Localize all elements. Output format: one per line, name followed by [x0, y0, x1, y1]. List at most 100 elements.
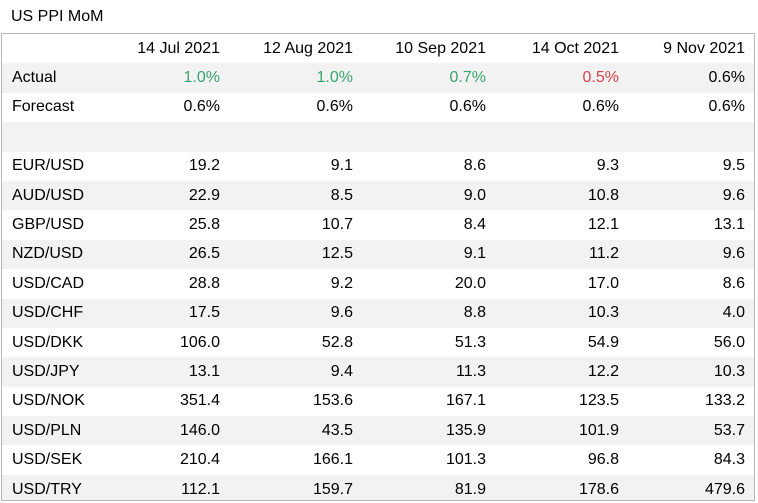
pair-value: 146.0 — [99, 416, 229, 446]
forecast-row: Forecast 0.6% 0.6% 0.6% 0.6% 0.6% — [2, 93, 754, 122]
actual-value: 0.6% — [628, 63, 754, 93]
actual-value: 1.0% — [229, 63, 362, 93]
pair-value: 96.8 — [587, 451, 619, 469]
table-row: USD/DKK 106.0 52.8 51.3 54.9 56.0 — [2, 328, 754, 357]
date-header: 14 Jul 2021 — [137, 39, 220, 57]
spacer-cell — [362, 122, 495, 152]
table-row: USD/NOK 351.4 153.6 167.1 123.5 133.2 — [2, 387, 754, 416]
pair-label: USD/SEK — [12, 451, 83, 469]
pair-value: 153.6 — [312, 392, 353, 410]
header-row: 14 Jul 2021 12 Aug 2021 10 Sep 2021 14 O… — [2, 34, 754, 63]
table-row: NZD/USD 26.5 12.5 9.1 11.2 9.6 — [2, 239, 754, 270]
pair-value: 9.1 — [362, 239, 495, 270]
pair-value: 167.1 — [445, 392, 486, 410]
pair-value: 52.8 — [321, 333, 353, 351]
pair-value: 9.6 — [628, 239, 754, 270]
row-label: Actual — [2, 63, 99, 93]
pair-value: 9.2 — [330, 274, 353, 292]
pair-value: 10.8 — [495, 180, 628, 211]
pair-value: 10.3 — [628, 357, 754, 387]
pair-value: 9.3 — [596, 157, 619, 175]
table-row: USD/JPY 13.1 9.4 11.3 12.2 10.3 — [2, 357, 754, 387]
table-row: GBP/USD 25.8 10.7 8.4 12.1 13.1 — [2, 210, 754, 239]
pair-value: 12.2 — [495, 357, 628, 387]
pair-value: 84.3 — [713, 451, 745, 469]
pair-value: 54.9 — [587, 333, 619, 351]
forecast-value: 0.6% — [449, 98, 486, 116]
actual-value: 1.0% — [99, 63, 229, 93]
spacer-cell — [99, 122, 229, 152]
table-row: EUR/USD 19.2 9.1 8.6 9.3 9.5 — [2, 152, 754, 181]
pair-label: GBP/USD — [12, 216, 85, 234]
pair-value: 351.4 — [179, 392, 220, 410]
spacer-cell — [495, 122, 628, 152]
pair-value: 8.4 — [463, 216, 486, 234]
table-row: USD/CHF 17.5 9.6 8.8 10.3 4.0 — [2, 298, 754, 328]
table-title: US PPI MoM — [11, 8, 104, 25]
pair-label: NZD/USD — [2, 239, 99, 270]
data-table: 14 Jul 2021 12 Aug 2021 10 Sep 2021 14 O… — [2, 34, 754, 500]
pair-value: 112.1 — [99, 474, 229, 500]
corner-cell — [2, 34, 99, 63]
pair-value: 20.0 — [454, 274, 486, 292]
pair-label: USD/TRY — [2, 474, 99, 500]
table-row: AUD/USD 22.9 8.5 9.0 10.8 9.6 — [2, 180, 754, 211]
pair-value: 22.9 — [99, 180, 229, 211]
table-row: USD/PLN 146.0 43.5 135.9 101.9 53.7 — [2, 416, 754, 446]
forecast-value: 0.6% — [316, 98, 353, 116]
pair-value: 8.6 — [463, 157, 486, 175]
pair-value: 9.0 — [362, 180, 495, 211]
spacer-row — [2, 122, 754, 152]
pair-value: 26.5 — [99, 239, 229, 270]
pair-value: 17.5 — [99, 298, 229, 328]
pair-value: 8.6 — [722, 274, 745, 292]
pair-value: 17.0 — [587, 274, 619, 292]
date-header: 9 Nov 2021 — [663, 39, 745, 57]
pair-label: AUD/USD — [2, 180, 99, 211]
pair-value: 81.9 — [362, 474, 495, 500]
pair-value: 11.2 — [495, 239, 628, 270]
actual-value: 0.7% — [362, 63, 495, 93]
pair-value: 56.0 — [713, 333, 745, 351]
pair-value: 101.9 — [495, 416, 628, 446]
pair-value: 106.0 — [179, 333, 220, 351]
pair-value: 10.7 — [321, 216, 353, 234]
pair-value: 51.3 — [454, 333, 486, 351]
pair-value: 12.1 — [587, 216, 619, 234]
pair-value: 479.6 — [628, 474, 754, 500]
pair-value: 53.7 — [628, 416, 754, 446]
spacer-cell — [2, 122, 99, 152]
pair-value: 13.1 — [99, 357, 229, 387]
pair-label: USD/DKK — [12, 333, 84, 351]
pair-value: 123.5 — [578, 392, 619, 410]
pair-value: 210.4 — [179, 451, 220, 469]
pair-value: 19.2 — [188, 157, 220, 175]
pair-value: 9.4 — [229, 357, 362, 387]
pair-value: 13.1 — [713, 216, 745, 234]
pair-label: EUR/USD — [12, 157, 85, 175]
date-header: 10 Sep 2021 — [395, 39, 486, 57]
pair-value: 9.6 — [628, 180, 754, 211]
pair-value: 9.6 — [229, 298, 362, 328]
pair-value: 8.5 — [229, 180, 362, 211]
pair-value: 133.2 — [704, 392, 745, 410]
pair-value: 101.3 — [445, 451, 486, 469]
data-table-frame: 14 Jul 2021 12 Aug 2021 10 Sep 2021 14 O… — [1, 33, 755, 501]
pair-value: 11.3 — [362, 357, 495, 387]
actual-row: Actual 1.0% 1.0% 0.7% 0.5% 0.6% — [2, 63, 754, 93]
pair-value: 28.8 — [188, 274, 220, 292]
pair-value: 159.7 — [229, 474, 362, 500]
pair-value: 166.1 — [312, 451, 353, 469]
forecast-value: 0.6% — [708, 98, 745, 116]
pair-label: USD/JPY — [2, 357, 99, 387]
actual-value: 0.5% — [495, 63, 628, 93]
pair-value: 12.5 — [229, 239, 362, 270]
pair-value: 25.8 — [188, 216, 220, 234]
pair-value: 135.9 — [362, 416, 495, 446]
pair-value: 9.5 — [722, 157, 745, 175]
pair-label: USD/CAD — [12, 274, 85, 292]
pair-label: USD/CHF — [2, 298, 99, 328]
table-row: USD/SEK 210.4 166.1 101.3 96.8 84.3 — [2, 445, 754, 474]
date-header: 14 Oct 2021 — [531, 39, 619, 57]
pair-value: 10.3 — [495, 298, 628, 328]
